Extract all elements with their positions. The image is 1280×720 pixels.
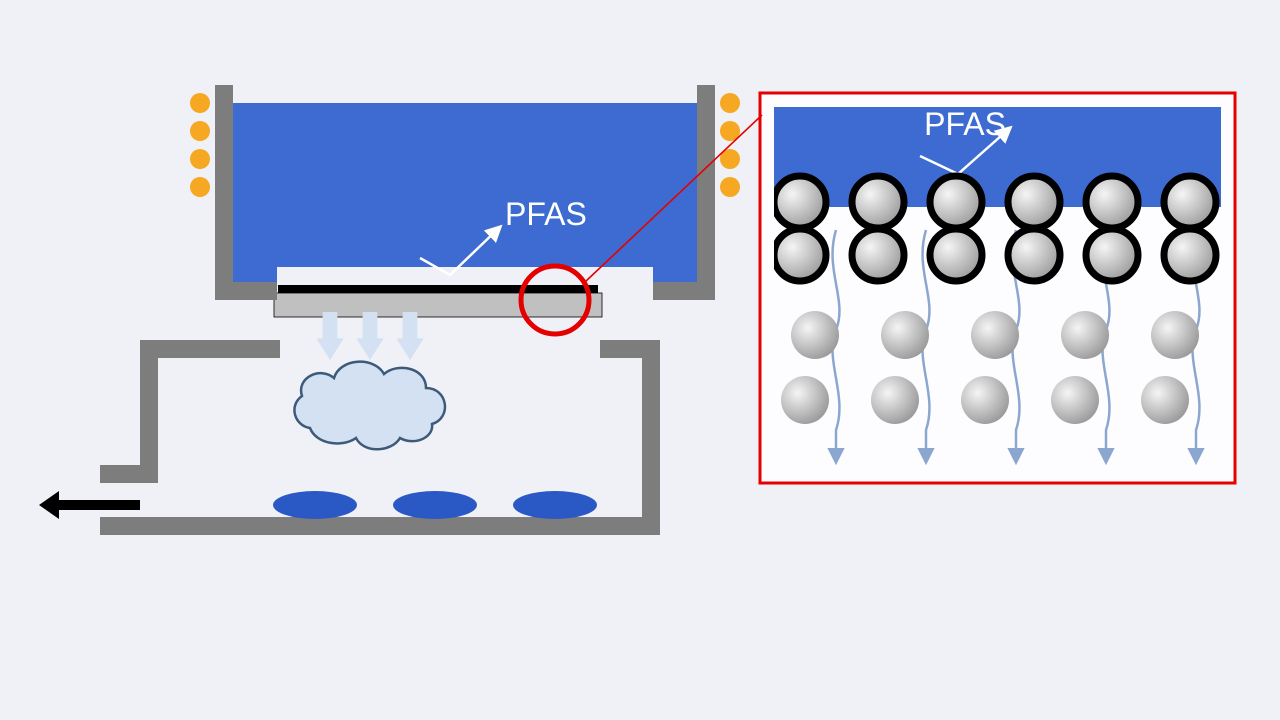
pfas-label-inset: PFAS xyxy=(924,106,1006,142)
coated-bead xyxy=(1164,176,1216,228)
coated-bead xyxy=(1008,229,1060,281)
support-bead xyxy=(791,311,839,359)
support-bead xyxy=(871,376,919,424)
coated-bead xyxy=(852,229,904,281)
droplet xyxy=(513,491,597,519)
heater-dot xyxy=(190,93,210,113)
droplet xyxy=(393,491,477,519)
support-bead xyxy=(1141,376,1189,424)
heater-dot xyxy=(190,177,210,197)
heater-dot xyxy=(190,121,210,141)
coated-bead xyxy=(774,176,826,228)
droplet xyxy=(273,491,357,519)
support-bead xyxy=(961,376,1009,424)
coated-bead xyxy=(1008,176,1060,228)
coated-bead xyxy=(1164,229,1216,281)
coated-bead xyxy=(1086,229,1138,281)
support-bead xyxy=(1151,311,1199,359)
support-bead xyxy=(881,311,929,359)
coated-bead xyxy=(930,229,982,281)
coated-bead xyxy=(774,229,826,281)
heater-dot xyxy=(720,177,740,197)
coated-bead xyxy=(930,176,982,228)
support-bead xyxy=(971,311,1019,359)
heater-dot xyxy=(190,149,210,169)
support-bead xyxy=(1051,376,1099,424)
pfas-label-main: PFAS xyxy=(505,196,587,232)
support-bead xyxy=(781,376,829,424)
support-bead xyxy=(1061,311,1109,359)
heater-dot xyxy=(720,93,740,113)
coated-bead xyxy=(1086,176,1138,228)
membrane-top xyxy=(278,285,598,293)
coated-bead xyxy=(852,176,904,228)
